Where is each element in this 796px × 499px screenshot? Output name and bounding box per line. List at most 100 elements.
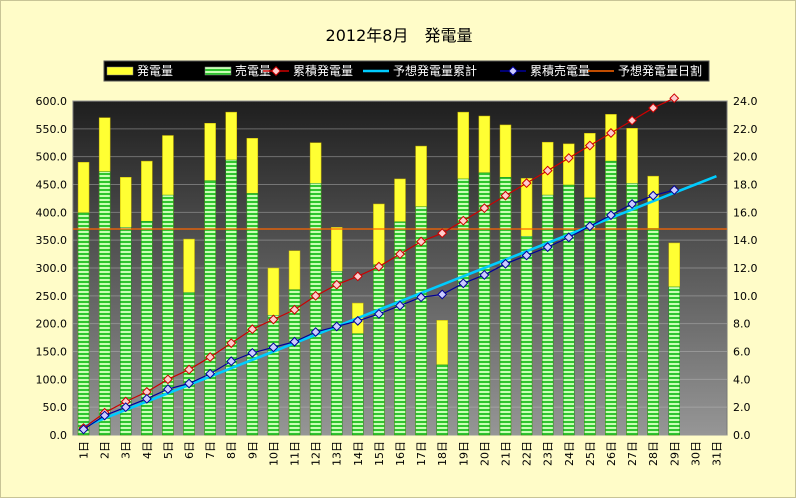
bar-sold — [77, 212, 90, 436]
left-axis-tick-label: 600.0 — [36, 95, 68, 108]
bar-sold — [267, 315, 280, 436]
point-cumulative-generation — [584, 140, 595, 151]
bar-sold — [162, 194, 174, 436]
point-cumulative-sold — [648, 190, 659, 201]
point-cumulative-sold — [437, 289, 448, 300]
x-axis-tick-label: 14日 — [352, 441, 365, 466]
bar-sold — [499, 177, 512, 436]
x-axis-tick-label: 27日 — [626, 441, 639, 466]
point-cumulative-generation — [247, 324, 258, 335]
bar-sold — [352, 333, 364, 436]
point-cumulative-generation — [416, 236, 427, 247]
point-cumulative-sold — [162, 384, 173, 395]
point-cumulative-sold — [289, 336, 300, 347]
point-cumulative-generation — [669, 93, 680, 104]
point-cumulative-generation — [226, 338, 237, 349]
point-cumulative-generation — [563, 153, 574, 164]
bar-sold — [647, 228, 659, 436]
bar-sold — [373, 264, 385, 436]
left-axis-tick-label: 450.0 — [36, 179, 68, 192]
x-axis-tick-label: 17日 — [415, 441, 428, 466]
point-cumulative-generation — [648, 103, 659, 113]
point-cumulative-sold — [141, 393, 152, 404]
x-axis-tick-label: 13日 — [331, 441, 344, 466]
x-axis-tick-label: 11日 — [289, 441, 302, 466]
point-cumulative-sold — [521, 250, 532, 261]
point-cumulative-generation — [627, 115, 638, 126]
axes: 0.0 50.0 100.0 150.0 200.0 250.0 300.0 350.0 400… — [36, 95, 758, 466]
bar-sold — [541, 194, 554, 436]
bar-series — [77, 111, 680, 436]
right-axis-tick-label: 14.0 — [733, 234, 758, 247]
bar-sold — [563, 184, 575, 436]
point-cumulative-sold — [247, 347, 258, 358]
left-axis-tick-label: 150.0 — [36, 346, 68, 359]
right-axis-tick-label: 2.0 — [733, 401, 751, 414]
point-cumulative-sold — [120, 402, 131, 413]
bar-sold — [605, 160, 617, 436]
x-axis-tick-label: 29日 — [668, 441, 681, 466]
legend-label: 累積発電量 — [293, 63, 353, 78]
bar-sold — [626, 183, 638, 436]
right-axis-tick-label: 4.0 — [733, 373, 751, 386]
left-axis-tick-label: 0.0 — [50, 429, 68, 442]
x-axis-tick-label: 31日 — [710, 441, 723, 466]
point-cumulative-generation — [395, 249, 405, 260]
point-cumulative-sold — [627, 199, 638, 209]
x-axis-tick-label: 15日 — [373, 441, 386, 466]
x-axis-tick-label: 25日 — [584, 441, 597, 466]
x-axis-tick-label: 19日 — [457, 441, 470, 466]
point-cumulative-generation — [310, 290, 321, 301]
bar-sold — [225, 159, 237, 436]
point-cumulative-generation — [458, 215, 469, 226]
legend-swatch — [204, 66, 232, 76]
bar-sold — [394, 221, 406, 436]
point-cumulative-generation — [606, 128, 616, 138]
point-cumulative-sold — [563, 232, 574, 243]
bar-sold — [436, 364, 448, 436]
point-cumulative-sold — [373, 308, 384, 319]
x-axis-tick-label: 26日 — [605, 441, 618, 466]
right-axis-tick-label: 16.0 — [733, 206, 758, 219]
bar-sold — [584, 197, 596, 436]
point-cumulative-generation — [437, 228, 448, 239]
right-axis-tick-label: 12.0 — [733, 262, 758, 275]
x-axis-tick-label: 4日 — [141, 441, 154, 459]
left-axis-tick-label: 350.0 — [36, 234, 68, 247]
point-cumulative-sold — [99, 410, 110, 421]
point-cumulative-generation — [479, 203, 490, 214]
x-axis-tick-label: 10日 — [267, 441, 280, 466]
bar-sold — [120, 227, 132, 436]
x-axis-tick-label: 2日 — [99, 441, 112, 459]
point-cumulative-sold — [416, 292, 427, 303]
bar-sold — [183, 292, 195, 436]
legend-label: 予想発電量日割 — [618, 63, 702, 78]
x-axis-tick-label: 6日 — [183, 441, 196, 459]
point-cumulative-sold — [584, 221, 595, 232]
x-axis-tick-label: 9日 — [246, 441, 259, 459]
point-cumulative-generation — [289, 304, 300, 315]
legend-marker — [271, 66, 281, 76]
point-cumulative-sold — [310, 327, 321, 337]
point-cumulative-generation — [268, 314, 279, 325]
x-axis-tick-label: 24日 — [563, 441, 576, 466]
point-cumulative-generation — [542, 165, 553, 176]
legend-swatch — [106, 66, 134, 76]
left-axis-tick-label: 400.0 — [36, 206, 68, 219]
bar-sold — [246, 193, 259, 436]
legend-label: 発電量 — [137, 64, 173, 78]
bar-sold — [141, 220, 153, 436]
bar-sold — [204, 180, 216, 436]
line-series — [73, 93, 727, 435]
point-cumulative-generation — [120, 396, 131, 407]
x-axis-tick-label: 5日 — [162, 441, 175, 459]
bar-sold — [309, 183, 322, 436]
point-cumulative-sold — [268, 342, 279, 353]
point-cumulative-generation — [352, 271, 363, 282]
point-cumulative-generation — [141, 386, 152, 397]
point-cumulative-sold — [479, 270, 490, 280]
x-axis-tick-label: 20日 — [478, 441, 491, 466]
point-cumulative-generation — [500, 190, 511, 201]
point-cumulative-sold — [352, 315, 363, 326]
